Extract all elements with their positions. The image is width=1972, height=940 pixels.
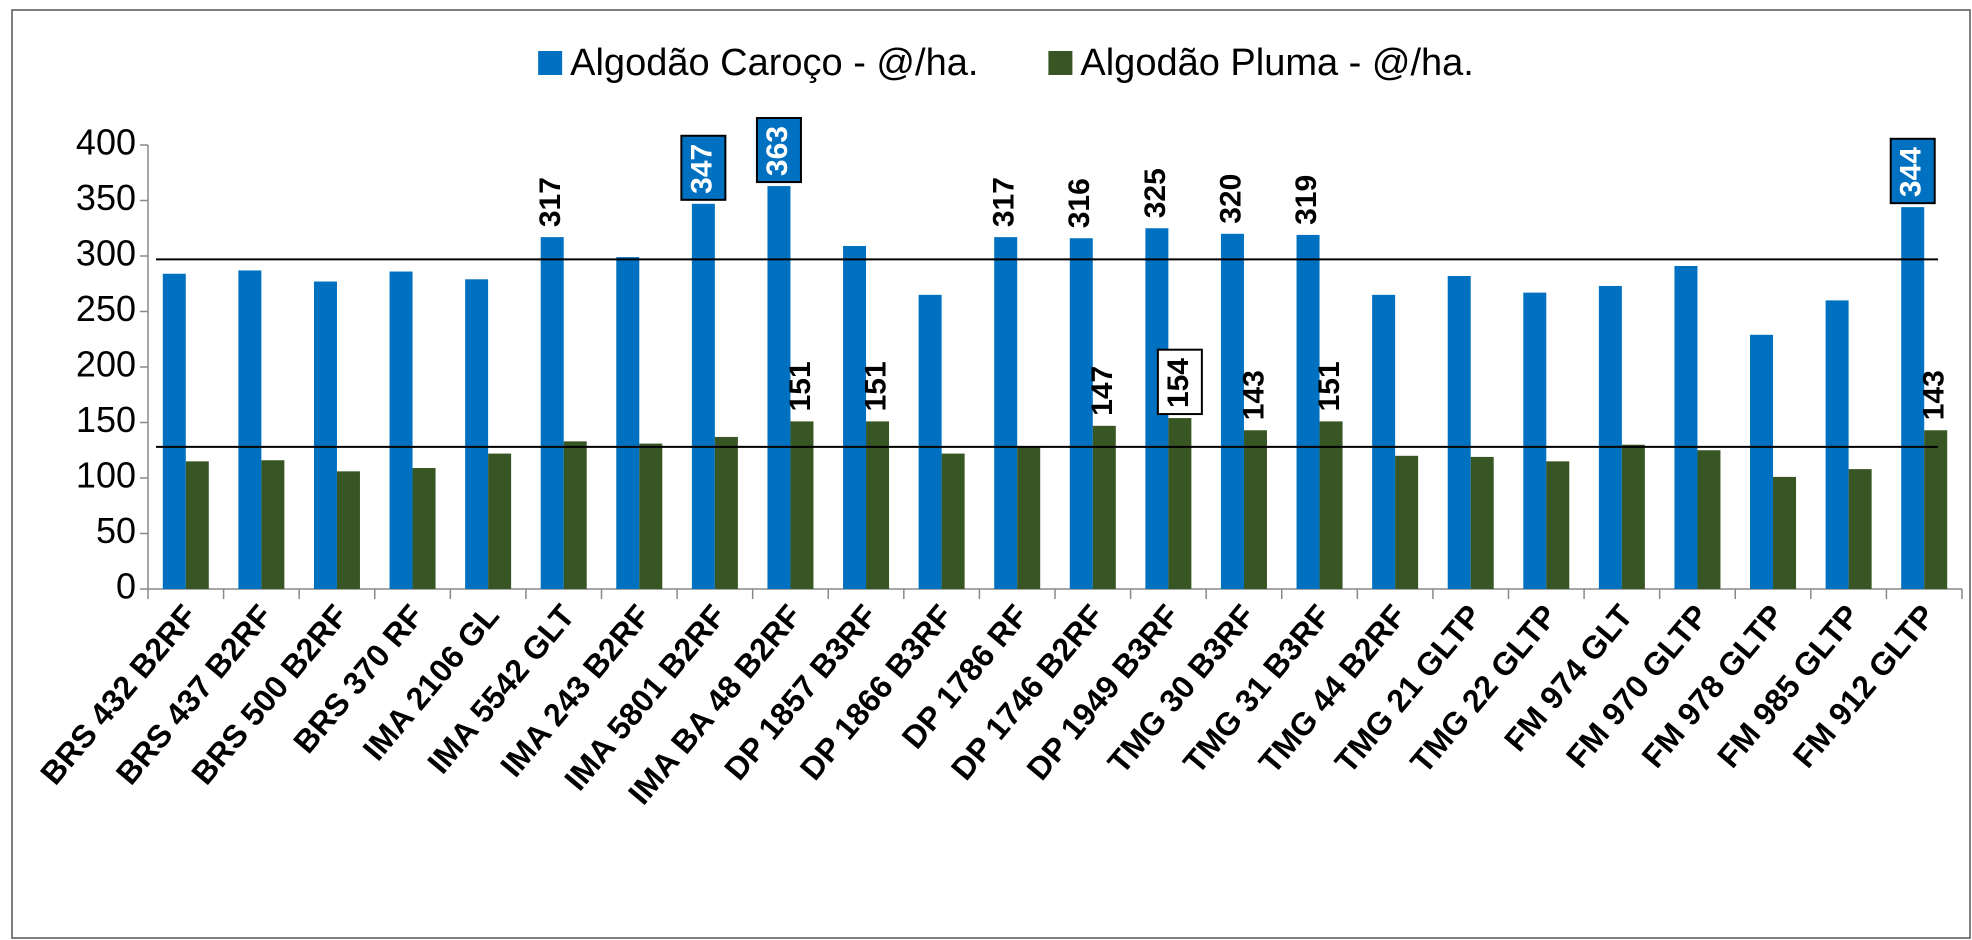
bar <box>488 453 512 589</box>
bar <box>1598 285 1622 589</box>
bar <box>918 294 942 589</box>
bar <box>540 237 564 589</box>
bar <box>412 468 436 589</box>
data-label: 317 <box>534 177 567 227</box>
bar <box>563 441 587 589</box>
bar <box>1395 455 1419 589</box>
y-tick-label: 0 <box>116 566 136 607</box>
bar <box>1372 294 1396 589</box>
data-label: 319 <box>1290 175 1323 225</box>
bar <box>1924 430 1948 589</box>
bar <box>1523 292 1547 589</box>
bar <box>1243 430 1267 589</box>
label-box <box>680 134 727 201</box>
label-box <box>1889 137 1936 205</box>
bar <box>1319 421 1343 589</box>
label-box <box>755 117 802 184</box>
bar <box>767 186 791 589</box>
bar <box>1447 275 1471 589</box>
bar <box>185 461 209 589</box>
bar <box>261 460 285 589</box>
bar <box>1069 238 1093 590</box>
legend-label: Algodão Pluma - @/ha. <box>1080 42 1473 84</box>
y-tick-label: 50 <box>96 510 136 551</box>
data-label: 320 <box>1214 174 1247 224</box>
bar <box>162 273 186 589</box>
data-label: 151 <box>859 361 892 411</box>
y-tick-label: 100 <box>76 455 136 496</box>
data-label: 316 <box>1063 178 1096 228</box>
data-label: 325 <box>1139 168 1172 218</box>
y-tick-label: 250 <box>76 288 136 329</box>
bar <box>866 421 890 589</box>
data-label: 317 <box>988 177 1021 227</box>
legend-label: Algodão Caroço - @/ha. <box>570 42 978 84</box>
bar <box>1901 207 1925 589</box>
bar <box>714 436 738 589</box>
data-label: 154 <box>1162 358 1195 408</box>
bar <box>790 421 814 589</box>
bar <box>238 270 262 589</box>
bar <box>1825 300 1849 589</box>
bar <box>1848 469 1872 589</box>
data-label: 143 <box>1918 370 1951 420</box>
frame <box>11 9 1971 939</box>
data-label: 363 <box>761 126 794 176</box>
y-tick-label: 350 <box>76 177 136 218</box>
y-tick-label: 300 <box>76 233 136 274</box>
bar <box>1697 450 1721 589</box>
bar <box>1092 425 1116 589</box>
bar <box>336 471 360 589</box>
legend-swatch <box>538 51 563 75</box>
y-tick-label: 200 <box>76 344 136 385</box>
bar <box>465 279 489 589</box>
y-tick-label: 150 <box>76 399 136 440</box>
bar <box>1546 461 1570 589</box>
bar <box>1168 418 1192 589</box>
bar <box>389 271 413 589</box>
data-label: 151 <box>784 361 817 411</box>
legend: Algodão Caroço - @/ha. Algodão Pluma - @/… <box>538 42 1474 84</box>
bar <box>941 453 965 589</box>
bar <box>1017 446 1041 589</box>
bar <box>1296 234 1320 589</box>
bar <box>616 257 640 589</box>
bar <box>313 281 337 589</box>
bar <box>1220 233 1244 590</box>
bar <box>843 246 867 589</box>
bar <box>994 237 1018 589</box>
bar <box>639 443 663 589</box>
data-label: 347 <box>685 144 718 194</box>
bar <box>1470 456 1494 589</box>
bar <box>1674 265 1698 589</box>
bar <box>1750 334 1774 589</box>
label-box <box>1156 348 1203 416</box>
data-label: 147 <box>1086 366 1119 416</box>
data-label: 151 <box>1313 361 1346 411</box>
bar <box>691 203 715 589</box>
legend-swatch <box>1048 51 1073 75</box>
bar <box>1773 476 1797 589</box>
bar <box>1621 444 1645 589</box>
y-tick-label: 400 <box>76 122 136 163</box>
data-label: 143 <box>1237 370 1270 420</box>
data-label: 344 <box>1895 147 1928 197</box>
